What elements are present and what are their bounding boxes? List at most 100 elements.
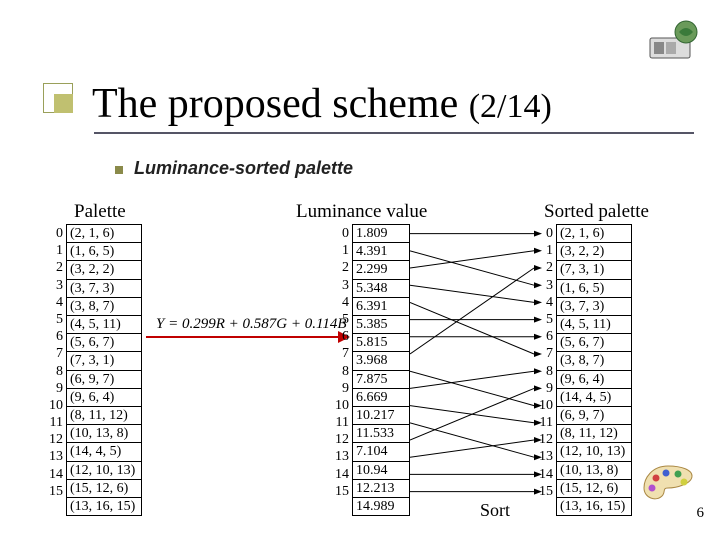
table-cell: (6, 9, 7) <box>557 407 632 425</box>
corner-decor-icon <box>646 18 702 62</box>
table-cell: (10, 13, 8) <box>557 461 632 479</box>
table-cell: (3, 7, 3) <box>67 279 142 297</box>
index-cell: 4 <box>45 294 63 311</box>
table-cell: 1.809 <box>353 225 410 243</box>
table-cell: 5.348 <box>353 279 410 297</box>
index-cell: 2 <box>45 259 63 276</box>
index-cell: 0 <box>45 225 63 242</box>
table-cell: 10.94 <box>353 461 410 479</box>
table-cell: 14.989 <box>353 498 410 516</box>
luminance-index-col: 0123456789101112131415 <box>331 225 349 500</box>
table-cell: (9, 6, 4) <box>67 388 142 406</box>
table-cell: (1, 6, 5) <box>67 243 142 261</box>
index-cell: 9 <box>331 380 349 397</box>
index-cell: 8 <box>45 363 63 380</box>
index-cell: 3 <box>331 277 349 294</box>
table-cell: (7, 3, 1) <box>67 352 142 370</box>
title-underline <box>94 132 694 134</box>
index-cell: 11 <box>331 414 349 431</box>
index-cell: 5 <box>331 311 349 328</box>
formula-arrow-icon <box>146 328 350 346</box>
table-cell: (3, 2, 2) <box>67 261 142 279</box>
table-cell: 4.391 <box>353 243 410 261</box>
index-cell: 13 <box>331 448 349 465</box>
palette-index-col: 0123456789101112131415 <box>45 225 63 500</box>
index-cell: 12 <box>331 431 349 448</box>
table-cell: 7.104 <box>353 443 410 461</box>
table-cell: (8, 11, 12) <box>557 425 632 443</box>
table-cell: 5.815 <box>353 334 410 352</box>
table-cell: (5, 6, 7) <box>67 334 142 352</box>
table-cell: (14, 4, 5) <box>67 443 142 461</box>
title-main: The proposed scheme <box>92 81 469 127</box>
index-cell: 6 <box>331 328 349 345</box>
table-cell: (3, 2, 2) <box>557 243 632 261</box>
table-cell: 6.391 <box>353 297 410 315</box>
title-bullet-icon <box>43 83 73 113</box>
luminance-header: Luminance value <box>296 201 427 223</box>
palette-decor-icon <box>642 464 694 504</box>
index-cell: 14 <box>331 466 349 483</box>
index-cell: 10 <box>45 397 63 414</box>
index-cell: 1 <box>331 242 349 259</box>
table-cell: 2.299 <box>353 261 410 279</box>
table-cell: (13, 16, 15) <box>67 498 142 516</box>
sub-bullet-icon <box>115 166 123 174</box>
table-cell: (3, 8, 7) <box>557 352 632 370</box>
table-cell: (6, 9, 7) <box>67 370 142 388</box>
table-cell: (4, 5, 11) <box>67 316 142 334</box>
table-cell: 11.533 <box>353 425 410 443</box>
table-cell: (2, 1, 6) <box>557 225 632 243</box>
table-cell: (2, 1, 6) <box>67 225 142 243</box>
table-cell: (12, 10, 13) <box>67 461 142 479</box>
table-cell: (5, 6, 7) <box>557 334 632 352</box>
index-cell: 15 <box>331 483 349 500</box>
index-cell: 9 <box>45 380 63 397</box>
index-cell: 0 <box>331 225 349 242</box>
table-cell: (10, 13, 8) <box>67 425 142 443</box>
table-cell: (14, 4, 5) <box>557 388 632 406</box>
index-cell: 1 <box>45 242 63 259</box>
table-cell: 10.217 <box>353 407 410 425</box>
table-cell: (3, 7, 3) <box>557 297 632 315</box>
table-cell: (7, 3, 1) <box>557 261 632 279</box>
table-cell: (12, 10, 13) <box>557 443 632 461</box>
table-cell: (15, 12, 6) <box>67 479 142 497</box>
title-fraction: (2/14) <box>469 88 552 125</box>
table-cell: (1, 6, 5) <box>557 279 632 297</box>
palette-header: Palette <box>74 201 126 223</box>
index-cell: 4 <box>331 294 349 311</box>
index-cell: 2 <box>331 259 349 276</box>
table-cell: (4, 5, 11) <box>557 316 632 334</box>
index-cell: 6 <box>45 328 63 345</box>
sort-mapping-lines <box>410 224 556 514</box>
index-cell: 3 <box>45 277 63 294</box>
index-cell: 7 <box>45 345 63 362</box>
table-cell: (13, 16, 15) <box>557 498 632 516</box>
index-cell: 5 <box>45 311 63 328</box>
page-number: 6 <box>697 505 705 522</box>
index-cell: 10 <box>331 397 349 414</box>
index-cell: 11 <box>45 414 63 431</box>
table-cell: 6.669 <box>353 388 410 406</box>
index-cell: 12 <box>45 431 63 448</box>
index-cell: 13 <box>45 448 63 465</box>
index-cell: 8 <box>331 363 349 380</box>
table-cell: 3.968 <box>353 352 410 370</box>
table-cell: 7.875 <box>353 370 410 388</box>
sorted-table: (2, 1, 6)(3, 2, 2)(7, 3, 1)(1, 6, 5)(3, … <box>556 224 632 516</box>
index-cell: 15 <box>45 483 63 500</box>
table-cell: 5.385 <box>353 316 410 334</box>
table-cell: (15, 12, 6) <box>557 479 632 497</box>
subtitle: Luminance-sorted palette <box>134 158 353 179</box>
table-cell: (9, 6, 4) <box>557 370 632 388</box>
index-cell: 14 <box>45 466 63 483</box>
sorted-header: Sorted palette <box>544 201 649 223</box>
slide-title: The proposed scheme (2/14) <box>44 80 552 128</box>
luminance-table: 1.8094.3912.2995.3486.3915.3855.8153.968… <box>352 224 410 516</box>
table-cell: (8, 11, 12) <box>67 407 142 425</box>
palette-table: (2, 1, 6)(1, 6, 5)(3, 2, 2)(3, 7, 3)(3, … <box>66 224 142 516</box>
sort-label: Sort <box>480 500 510 521</box>
table-cell: (3, 8, 7) <box>67 297 142 315</box>
index-cell: 7 <box>331 345 349 362</box>
